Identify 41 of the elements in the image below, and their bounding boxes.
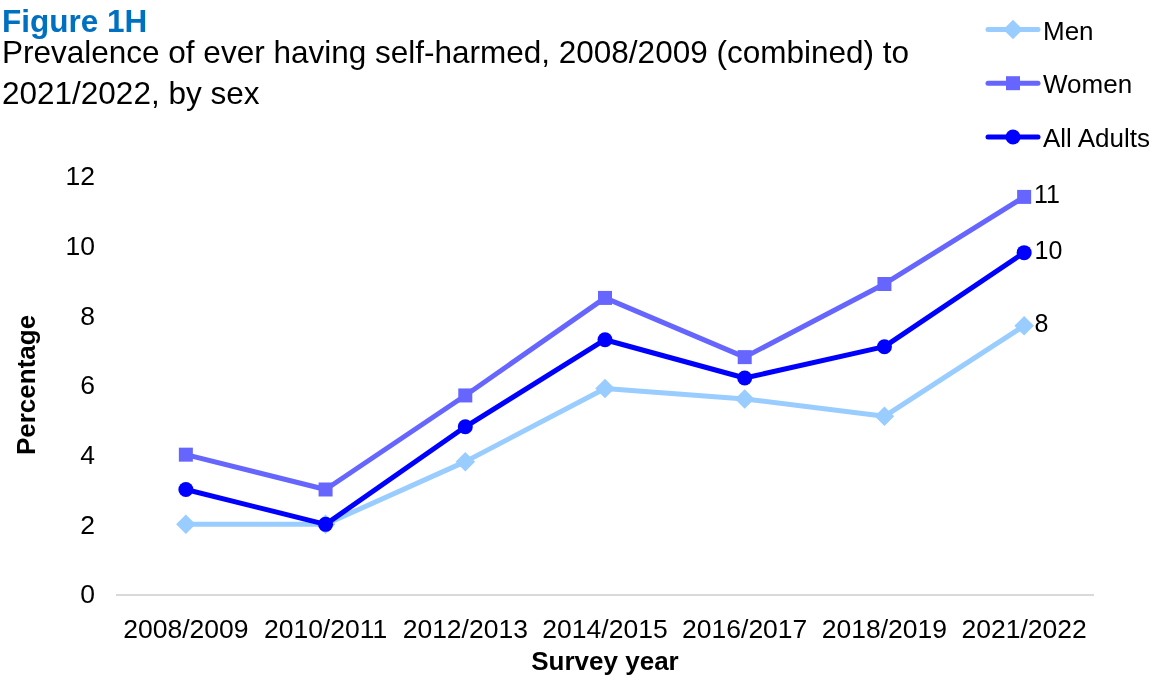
y-tick-label: 8 [80,300,95,331]
point [1014,316,1034,336]
x-axis-title: Survey year [531,646,679,676]
y-axis-title: Percentage [10,314,41,456]
point [318,482,333,497]
point [737,350,752,365]
point [178,447,193,462]
data-label: 11 [1033,180,1060,209]
data-label: 10 [1034,235,1063,264]
point [1016,245,1032,261]
point [734,389,755,409]
x-tick-label: 2010/2011 [263,613,388,644]
point [874,406,895,427]
x-tick-label: 2021/2022 [961,613,1087,644]
x-tick-label: 2012/2013 [402,613,528,644]
point [457,419,473,435]
point [876,339,892,355]
x-tick-label: 2014/2015 [542,613,668,644]
point [877,276,892,291]
legend-label: Men [1043,15,1094,46]
legend-label: All Adults [1043,123,1150,154]
legend-label: Women [1043,69,1133,100]
point [737,370,753,386]
point [455,451,476,472]
y-tick-label: 6 [80,370,95,401]
point [178,482,194,497]
point [598,290,612,305]
point [595,378,615,399]
point [597,332,613,348]
data-label: 8 [1034,309,1049,338]
x-tick-label: 2008/2009 [123,613,249,644]
point [1017,189,1032,204]
y-tick-label: 4 [80,439,95,470]
y-tick-label: 0 [80,579,95,610]
point [176,514,196,535]
point [458,388,473,403]
y-tick-label: 2 [80,509,95,540]
x-tick-label: 2018/2019 [821,613,948,644]
y-tick-label: 10 [65,230,95,261]
y-tick-label: 12 [65,161,95,192]
x-tick-label: 2016/2017 [682,613,808,644]
